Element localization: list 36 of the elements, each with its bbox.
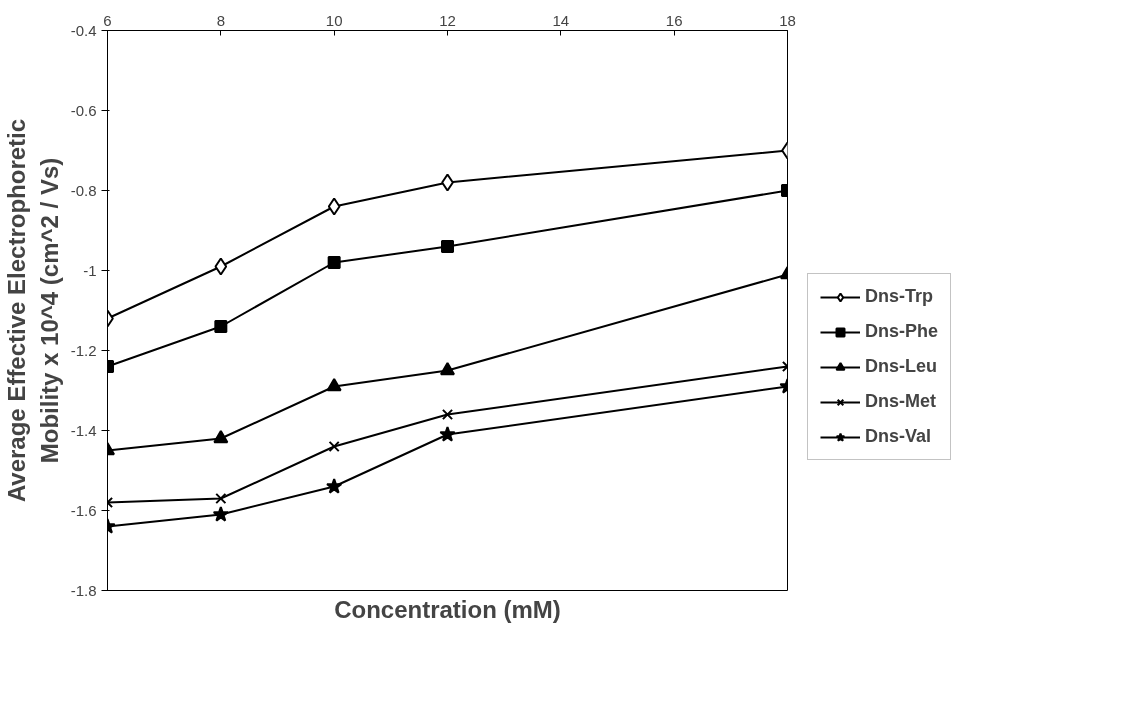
legend-label: Dns-Phe bbox=[865, 321, 939, 342]
legend-label: Dns-Trp bbox=[865, 286, 934, 307]
point bbox=[212, 506, 229, 522]
point bbox=[439, 426, 456, 442]
point bbox=[326, 478, 343, 494]
point bbox=[214, 320, 228, 333]
point bbox=[215, 492, 227, 505]
point bbox=[328, 440, 340, 453]
x-tick-label: 16 bbox=[665, 11, 683, 29]
x-tick-label: 10 bbox=[325, 11, 343, 29]
y-tick-label: -0.8 bbox=[70, 181, 97, 199]
point bbox=[214, 257, 228, 276]
point bbox=[440, 361, 455, 376]
point bbox=[441, 408, 454, 421]
y-tick-label: -1 bbox=[83, 261, 97, 279]
y-tick-label: -1.4 bbox=[70, 421, 97, 439]
x-tick-label: 6 bbox=[103, 11, 112, 29]
y-tick-label: -1.6 bbox=[70, 501, 97, 519]
point bbox=[213, 429, 229, 444]
legend-label: Dns-Met bbox=[865, 391, 936, 412]
x-tick-label: 8 bbox=[216, 11, 226, 29]
y-tick-label: -1.8 bbox=[70, 581, 97, 599]
point bbox=[441, 240, 454, 253]
x-axis-title: Concentration (mM) bbox=[334, 595, 561, 623]
point bbox=[327, 256, 341, 269]
y-axis-title: Average Effective Electrophoretic Mobility x 10^4 (cm^2 / Vs) bbox=[3, 118, 63, 503]
legend-label: Dns-Val bbox=[865, 426, 932, 447]
point bbox=[326, 377, 342, 392]
legend-label: Dns-Leu bbox=[865, 356, 937, 377]
y-tick-label: -0.6 bbox=[70, 101, 97, 119]
point bbox=[327, 197, 341, 216]
x-tick-label: 14 bbox=[552, 11, 570, 29]
x-tick-label: 12 bbox=[439, 11, 456, 29]
x-tick-label: 18 bbox=[779, 11, 796, 29]
y-tick-label: -0.4 bbox=[70, 21, 97, 39]
y-tick-label: -1.2 bbox=[70, 341, 97, 359]
